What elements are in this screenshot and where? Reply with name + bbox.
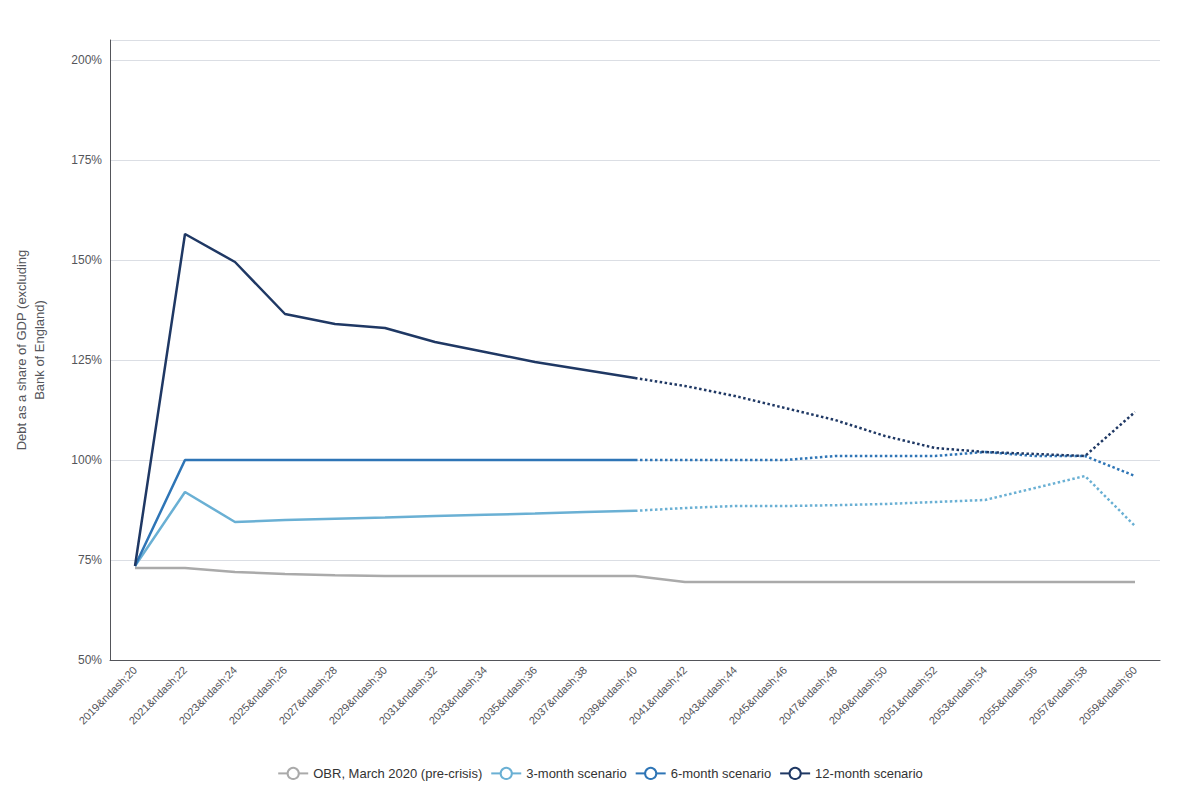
svg-text:2019&ndash;20: 2019&ndash;20	[76, 663, 140, 727]
svg-text:2053&ndash;54: 2053&ndash;54	[926, 663, 990, 727]
svg-text:75%: 75%	[78, 553, 102, 567]
svg-text:2059&ndash;60: 2059&ndash;60	[1076, 664, 1139, 727]
svg-text:12-month scenario: 12-month scenario	[815, 766, 923, 781]
svg-text:2041&ndash;42: 2041&ndash;42	[626, 663, 690, 727]
svg-text:2023&ndash;24: 2023&ndash;24	[176, 663, 240, 727]
svg-text:2045&ndash;46: 2045&ndash;46	[726, 663, 790, 727]
svg-text:OBR, March 2020 (pre-crisis): OBR, March 2020 (pre-crisis)	[313, 766, 482, 781]
svg-text:Bank of England): Bank of England)	[32, 300, 47, 400]
svg-text:2021&ndash;22: 2021&ndash;22	[126, 663, 190, 727]
svg-text:Debt as a share of GDP (exclud: Debt as a share of GDP (excluding	[14, 250, 29, 451]
svg-text:2035&ndash;36: 2035&ndash;36	[476, 663, 540, 727]
svg-text:3-month scenario: 3-month scenario	[526, 766, 626, 781]
svg-text:2039&ndash;40: 2039&ndash;40	[576, 663, 640, 727]
svg-text:2051&ndash;52: 2051&ndash;52	[876, 663, 940, 727]
svg-text:2033&ndash;34: 2033&ndash;34	[426, 663, 490, 727]
svg-text:150%: 150%	[71, 253, 102, 267]
svg-text:2055&ndash;56: 2055&ndash;56	[976, 663, 1040, 727]
svg-text:6-month scenario: 6-month scenario	[671, 766, 771, 781]
svg-text:50%: 50%	[78, 653, 102, 667]
svg-text:2029&ndash;30: 2029&ndash;30	[326, 663, 390, 727]
svg-text:2025&ndash;26: 2025&ndash;26	[226, 663, 290, 727]
svg-text:200%: 200%	[71, 53, 102, 67]
svg-text:2037&ndash;38: 2037&ndash;38	[526, 663, 590, 727]
svg-text:175%: 175%	[71, 153, 102, 167]
svg-text:100%: 100%	[71, 453, 102, 467]
svg-text:2031&ndash;32: 2031&ndash;32	[376, 663, 440, 727]
svg-text:2047&ndash;48: 2047&ndash;48	[776, 663, 840, 727]
svg-text:2043&ndash;44: 2043&ndash;44	[676, 663, 740, 727]
svg-text:2027&ndash;28: 2027&ndash;28	[276, 663, 340, 727]
svg-text:125%: 125%	[71, 353, 102, 367]
svg-text:2057&ndash;58: 2057&ndash;58	[1026, 663, 1090, 727]
svg-text:2049&ndash;50: 2049&ndash;50	[826, 663, 890, 727]
